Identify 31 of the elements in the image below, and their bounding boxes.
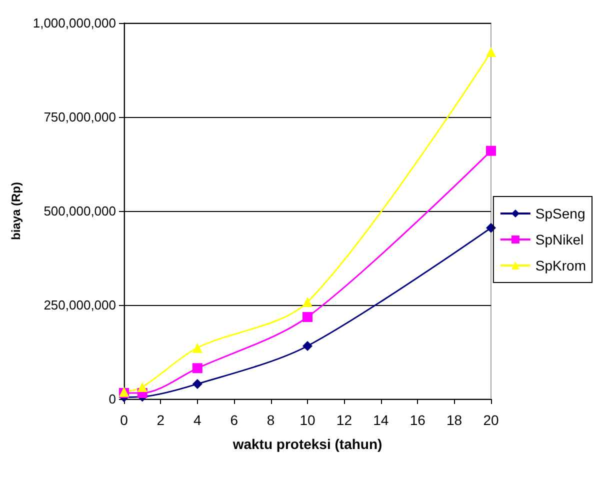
point <box>486 146 496 156</box>
x-tick-label: 14 <box>373 412 389 428</box>
y-tick-label: 1,000,000,000 <box>32 16 116 30</box>
point <box>192 342 202 353</box>
y-tick-label: 250,000,000 <box>44 298 116 312</box>
x-tick-label: 4 <box>194 412 202 428</box>
x-tick-label: 12 <box>336 412 352 428</box>
point <box>192 378 202 389</box>
legend-label: SpSeng <box>535 206 586 222</box>
point <box>486 222 496 233</box>
x-tick-label: 0 <box>120 412 128 428</box>
x-tick-label: 2 <box>156 412 165 428</box>
x-axis-title: waktu proteksi (tahun) <box>232 436 382 452</box>
x-tick-label: 8 <box>266 412 275 428</box>
x-tick-label: 6 <box>230 412 238 428</box>
x-tick-label: 20 <box>483 412 499 428</box>
x-tick-label: 18 <box>446 412 462 428</box>
y-axis-title: biaya (Rp) <box>8 182 23 240</box>
point <box>302 340 312 351</box>
point <box>486 46 496 57</box>
legend-label: SpKrom <box>535 258 586 274</box>
x-tick-label: 10 <box>300 412 316 428</box>
point <box>302 296 312 307</box>
point <box>192 363 202 374</box>
point <box>302 312 312 322</box>
x-tick-label: 16 <box>410 412 426 428</box>
y-tick-label: 750,000,000 <box>44 110 116 124</box>
legend-label: SpNikel <box>535 232 584 248</box>
y-tick-label: 500,000,000 <box>44 204 116 218</box>
point <box>137 382 148 392</box>
y-tick-label: 0 <box>108 392 116 406</box>
